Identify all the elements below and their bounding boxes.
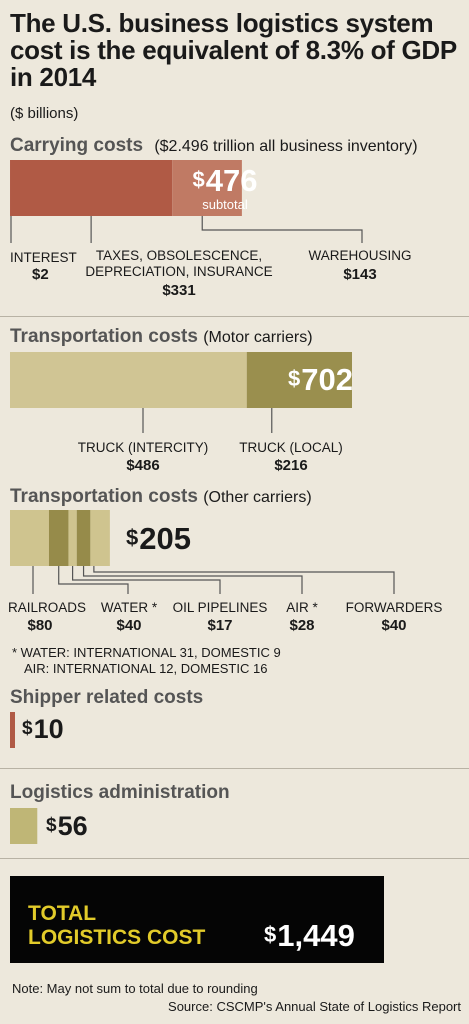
carrying-heading: Carrying costs ($2.496 trillion all busi… [10, 135, 418, 157]
carrying-bar-taxes [10, 160, 173, 216]
other-forwarders-label: FORWARDERS [345, 600, 443, 615]
total-value-text: 1,449 [277, 918, 355, 953]
carrying-subtotal-label: subtotal [202, 197, 248, 212]
divider [0, 858, 469, 859]
carrying-warehousing-value: $143 [343, 266, 377, 283]
carrying-total-value: 476 [205, 163, 258, 198]
other-leader-water [58, 566, 129, 594]
carrying-warehousing-label: WAREHOUSING [308, 248, 412, 263]
other-leader-oil [72, 566, 221, 594]
shipper-dollar: $ [22, 718, 33, 739]
units-label: ($ billions) [10, 105, 79, 122]
divider [0, 316, 469, 317]
shipper-total-value: 10 [33, 714, 64, 744]
chart-title: The U.S. business logistics system cost … [10, 8, 457, 92]
other-leader-forwarders [93, 566, 395, 594]
motor-bar-local [246, 352, 352, 408]
shipper-heading: Shipper related costs [10, 687, 204, 708]
other-water-label: WATER * [100, 600, 158, 615]
other-bar-air [76, 510, 91, 566]
motor-subheading: (Motor carriers) [203, 329, 313, 346]
motor-total-value: 702 [301, 362, 353, 397]
admin-dollar: $ [46, 815, 57, 836]
other-bar-railroads [10, 510, 49, 566]
motor-dollar: $ [288, 366, 301, 391]
carrying-taxes-value: $331 [162, 282, 196, 299]
motor-local-value: $216 [274, 457, 308, 474]
admin-bar [10, 808, 38, 844]
other-leader-air [82, 566, 303, 594]
carrying-bar-interest [10, 160, 11, 216]
carrying-interest-label: INTEREST [10, 250, 77, 265]
total-box: TOTAL LOGISTICS COST $1,449 [10, 876, 384, 963]
other-forwarders-value: $40 [381, 617, 407, 634]
motor-heading: Transportation costs (Motor carriers) [10, 326, 313, 348]
divider [0, 768, 469, 769]
motor-local-label: TRUCK (LOCAL) [239, 440, 343, 455]
carrying-total: $476 [188, 163, 262, 199]
other-heading: Transportation costs (Other carriers) [10, 486, 312, 508]
total-dollar: $ [264, 922, 277, 947]
other-air-label: AIR * [286, 600, 318, 615]
other-bar-oil [68, 510, 77, 566]
total-label-1: TOTAL [28, 902, 97, 925]
total-label-2: LOGISTICS COST [28, 926, 206, 949]
other-water-value: $40 [116, 617, 142, 634]
motor-intercity-label: TRUCK (INTERCITY) [77, 440, 209, 455]
carrying-dollar: $ [192, 167, 205, 192]
other-footnote-1: * WATER: INTERNATIONAL 31, DOMESTIC 9 [12, 645, 281, 660]
motor-total: $702 [265, 362, 353, 398]
admin-total: $56 [46, 811, 88, 842]
other-total: $205 [126, 521, 191, 557]
motor-heading-text: Transportation costs [10, 326, 198, 347]
admin-heading: Logistics administration [10, 782, 230, 803]
other-heading-text: Transportation costs [10, 486, 198, 507]
note: Note: May not sum to total due to roundi… [12, 981, 258, 996]
total-value: $1,449 [264, 918, 355, 954]
admin-total-value: 56 [57, 811, 88, 841]
motor-bar-intercity [10, 352, 247, 408]
motor-intercity-value: $486 [126, 457, 160, 474]
carrying-subheading: ($2.496 trillion all business inventory) [154, 138, 418, 155]
source: Source: CSCMP's Annual State of Logistic… [168, 999, 461, 1014]
carrying-interest-value: $2 [32, 266, 49, 283]
shipper-bar [10, 712, 15, 748]
carrying-heading-text: Carrying costs [10, 135, 144, 156]
carrying-taxes-label: TAXES, OBSOLESCENCE, [95, 248, 263, 263]
other-oil-value: $17 [207, 617, 233, 634]
other-air-value: $28 [289, 617, 315, 634]
other-total-value: 205 [139, 521, 191, 556]
carrying-taxes-label2: DEPRECIATION, INSURANCE [85, 264, 273, 279]
other-subheading: (Other carriers) [203, 489, 312, 506]
other-railroads-value: $80 [27, 617, 53, 634]
shipper-total: $10 [22, 714, 64, 745]
other-oil-label: OIL PIPELINES [172, 600, 268, 615]
carrying-bar-warehousing [172, 160, 242, 216]
carrying-leader-warehousing [201, 216, 363, 243]
other-bar-forwarders [90, 510, 110, 566]
other-railroads-label: RAILROADS [8, 600, 87, 615]
other-footnote-2: AIR: INTERNATIONAL 12, DOMESTIC 16 [24, 661, 268, 676]
other-bar-water [48, 510, 69, 566]
other-dollar: $ [126, 525, 139, 550]
